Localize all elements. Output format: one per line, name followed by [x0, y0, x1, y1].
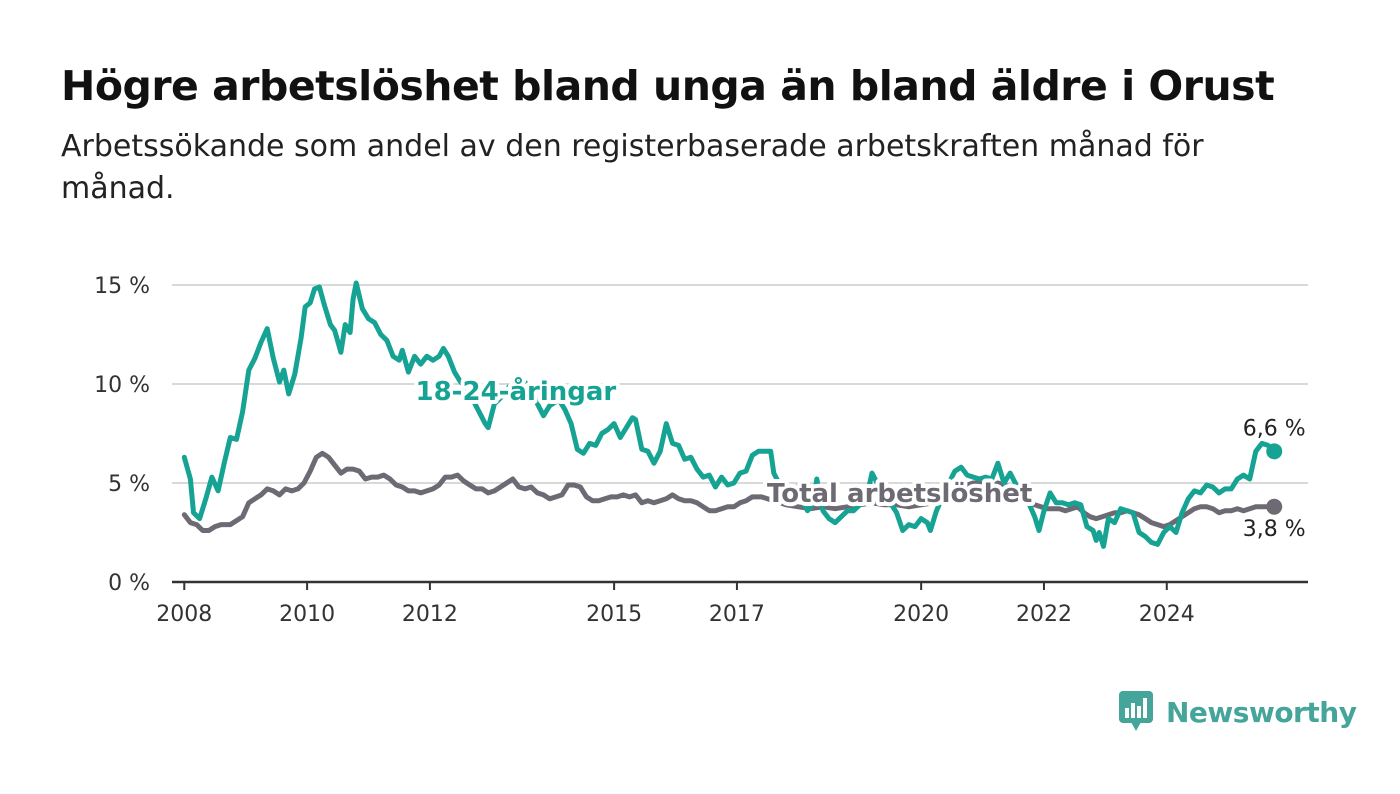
end-point-total [1266, 498, 1283, 515]
annotation-layer: 6,6 % 3,8 % 18-24-åringar Total arbetslöshe… [412, 371, 1306, 542]
series-annotation: Total arbetslöshet [767, 479, 1032, 509]
y-axis-labels: 0 % 5 % 10 % 15 % [94, 274, 150, 596]
gridlines [172, 284, 1308, 484]
x-axis-ticks: 2008 2010 2012 2015 2017 2020 2022 2024 [156, 582, 1195, 627]
x-tick-label: 2022 [1016, 602, 1072, 627]
bar-chart-speech-bubble-icon [1119, 691, 1153, 731]
series-annotation: 18-24-åringar [416, 375, 617, 407]
x-tick-label: 2020 [893, 602, 949, 627]
x-tick-label: 2010 [279, 602, 335, 627]
brand-name: Newsworthy [1166, 695, 1357, 729]
y-tick-label: 0 % [108, 571, 150, 596]
page-title: Högre arbetslöshet bland unga än bland ä… [61, 62, 1275, 110]
x-tick-label: 2015 [586, 602, 642, 627]
x-tick-label: 2024 [1139, 602, 1195, 627]
series-line-total [181, 450, 1277, 533]
page-subtitle: Arbetssökande som andel av den registerb… [61, 129, 1204, 206]
x-tick-label: 2017 [709, 602, 765, 627]
y-tick-label: 15 % [94, 274, 150, 299]
end-value-label: 3,8 % [1243, 517, 1306, 542]
y-tick-label: 10 % [94, 373, 150, 398]
series-line-youth [181, 280, 1277, 549]
x-tick-label: 2012 [402, 602, 458, 627]
end-point-youth [1266, 443, 1283, 460]
series-layer [181, 280, 1283, 549]
y-tick-label: 5 % [108, 472, 150, 497]
x-tick-label: 2008 [156, 602, 212, 627]
newsworthy-logo: Newsworthy [1118, 690, 1357, 734]
end-value-label: 6,6 % [1243, 416, 1306, 441]
